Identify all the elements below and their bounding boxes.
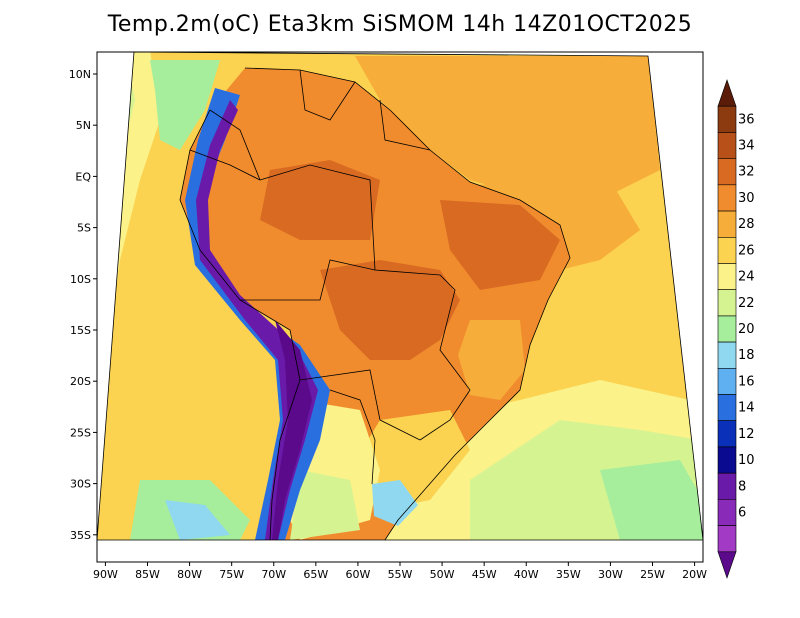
colorbar-segment — [717, 210, 737, 238]
colorbar-label: 22 — [738, 296, 755, 311]
lon-label: 25W — [640, 568, 665, 581]
lon-label: 35W — [556, 568, 581, 581]
colorbar-label: 14 — [738, 401, 755, 416]
lat-label: 10S — [70, 273, 91, 286]
colorbar-segment — [717, 263, 737, 290]
colorbar-label: 36 — [738, 112, 755, 127]
colorbar-segment — [717, 289, 737, 317]
lon-label: 75W — [219, 568, 244, 581]
north-pacific-warm — [150, 60, 220, 150]
colorbar-segment — [717, 499, 737, 526]
interior-hot — [320, 260, 460, 360]
colorbar-segment — [717, 236, 737, 264]
colorbar-segment — [717, 420, 737, 448]
lon-label: 50W — [430, 568, 455, 581]
colorbar-label: 24 — [738, 270, 755, 285]
lon-label: 60W — [345, 568, 370, 581]
lon-label: 90W — [93, 568, 118, 581]
lon-label: 80W — [177, 568, 202, 581]
colorbar-segment — [717, 132, 737, 159]
patagonia-green — [290, 470, 360, 540]
lon-label: 45W — [472, 568, 497, 581]
colorbar-label: 30 — [738, 191, 755, 206]
northeast-hot — [440, 200, 560, 290]
lon-label: 55W — [388, 568, 413, 581]
colorbar-segment — [717, 472, 737, 500]
lat-label: 10N — [69, 68, 91, 81]
lat-label: 5S — [77, 222, 91, 235]
colorbar-label: 18 — [738, 348, 755, 363]
lon-label: 85W — [135, 568, 160, 581]
south-atlantic-blue — [600, 460, 703, 540]
andes-core — [272, 320, 312, 540]
lat-label: EQ — [75, 170, 91, 183]
lat-label: 35S — [70, 529, 91, 542]
colorbar-label: 32 — [738, 165, 755, 180]
lat-label: 20S — [70, 375, 91, 388]
south-pacific-blue-2 — [165, 500, 230, 540]
highlands-cool — [458, 320, 525, 400]
colorbar-label: 10 — [738, 453, 755, 468]
lon-label: 30W — [598, 568, 623, 581]
colorbar-segment — [717, 525, 737, 553]
atlantic-warm-band — [355, 56, 660, 200]
colorbar-label: 16 — [738, 374, 755, 389]
colorbar-segment — [717, 341, 737, 369]
colorbar-segment — [717, 551, 737, 579]
uruguay-blue — [372, 480, 418, 526]
lat-label: 15S — [70, 324, 91, 337]
country-borders — [179, 67, 571, 540]
colorbar-label: 6 — [738, 505, 746, 520]
lon-label: 40W — [514, 568, 539, 581]
lat-label: 5N — [76, 119, 91, 132]
colorbar-label: 20 — [738, 322, 755, 337]
map-domain — [97, 52, 703, 540]
lat-label: 25S — [70, 426, 91, 439]
colorbar-label: 8 — [738, 479, 746, 494]
colorbar-segment — [717, 394, 737, 422]
colorbar-label: 28 — [738, 217, 755, 232]
colorbar-segment — [717, 368, 737, 395]
colorbar-segment — [717, 184, 737, 212]
lon-label: 20W — [682, 568, 707, 581]
colorbar-segment — [717, 315, 737, 343]
map-title: Temp.2m(oC) Eta3km SiSMOM 14h 14Z01OCT20… — [107, 12, 693, 37]
colorbar-segment — [717, 446, 737, 474]
colorbar-label: 12 — [738, 427, 755, 442]
colorbar-label: 26 — [738, 243, 755, 258]
colorbar-segment — [717, 158, 737, 186]
amazon-hot — [260, 160, 380, 240]
lat-label: 30S — [70, 478, 91, 491]
lon-label: 70W — [261, 568, 286, 581]
colorbar-segment — [717, 105, 737, 133]
colorbar-label: 34 — [738, 139, 755, 154]
lon-label: 65W — [303, 568, 328, 581]
colorbar-segment — [717, 79, 737, 107]
